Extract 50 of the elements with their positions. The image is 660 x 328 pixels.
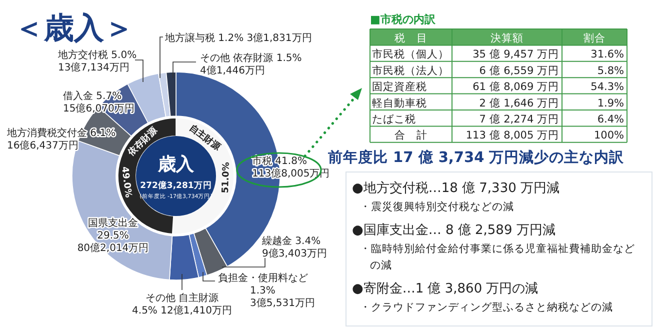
text: ●国庫支出金… 8 億 2,589 万円減 (352, 222, 556, 238)
text: 市民税（個人） (372, 48, 449, 61)
text: 272億3,281万円 (140, 180, 212, 191)
text: 軽自動車税 (372, 96, 427, 110)
data-label: 51.0% (220, 162, 232, 194)
text: 3億5,531万円 (250, 297, 315, 309)
text: 100% (594, 130, 624, 142)
text: 前年度比 17 億 3,734 万円減少の主な内訳 (327, 148, 626, 166)
slice-label: 国県支出金 (88, 217, 138, 229)
slice-label: 自主財源 (186, 122, 224, 154)
chart-title: ＜歳入＞ (14, 11, 134, 46)
text: 市民税（法人） (372, 64, 449, 77)
text: 9億3,403万円 (262, 248, 327, 260)
data-label: 49.0% (119, 166, 133, 198)
text: 6.4% (597, 114, 624, 126)
text: 固定資産税 (372, 80, 427, 94)
text: ・臨時特別給付金給付事業に係る児童福祉費補助金などの減 (360, 242, 635, 272)
text: 31.6% (590, 48, 624, 61)
text: 6 億 6,559 万円 (479, 64, 559, 77)
text: 13億7,134万円 (58, 62, 130, 74)
text: 54.3% (590, 81, 624, 94)
text: 113 億 8,005 万円 (466, 128, 559, 142)
slice-label: その他 依存財源 1.5% (200, 52, 302, 64)
slice-label: その他 自主財源 (145, 292, 219, 304)
text: 7 億 2,274 万円 (479, 112, 559, 126)
data-label: 29.5% (97, 230, 129, 242)
text: 16億6,437万円 (7, 140, 78, 152)
category-label: 地方譲与税 1.2% 3億1,831万円 (165, 33, 312, 44)
text: 4.5% 12億1,410万円 (132, 306, 232, 316)
text: 割合 (584, 32, 606, 44)
data-label: 1.3% (250, 286, 276, 296)
text: ・クラウドファンディング型ふるさと納税などの減 (360, 300, 613, 314)
slice-label: 繰越金 3.4% (261, 235, 321, 247)
text: ・震災復興特別交付税などの減 (360, 200, 514, 213)
slice-label: 負担金・使用料など (218, 272, 308, 284)
text: 税 目 (394, 32, 428, 44)
text: 1.9% (597, 97, 624, 110)
text: ●寄附金…1 億 3,860 万円の減 (352, 280, 538, 296)
text: 決算額 (490, 32, 524, 44)
text: 35 億 9,457 万円 (472, 48, 559, 61)
text: 5.8% (597, 64, 624, 77)
text: 合 計 (394, 128, 428, 142)
text: たばこ税 (372, 112, 416, 126)
text: 61 億 8,069 万円 (472, 80, 559, 94)
slice-label: 地方交付税 5.0% (57, 49, 137, 61)
text: 80億2,014万円 (77, 242, 149, 254)
text: ●地方交付税…18 億 7,330 万円減 (352, 180, 560, 196)
text: 2 億 1,646 万円 (479, 96, 559, 110)
text: ■市税の内訳 (370, 13, 436, 26)
text: 4億1,446万円 (200, 64, 265, 76)
